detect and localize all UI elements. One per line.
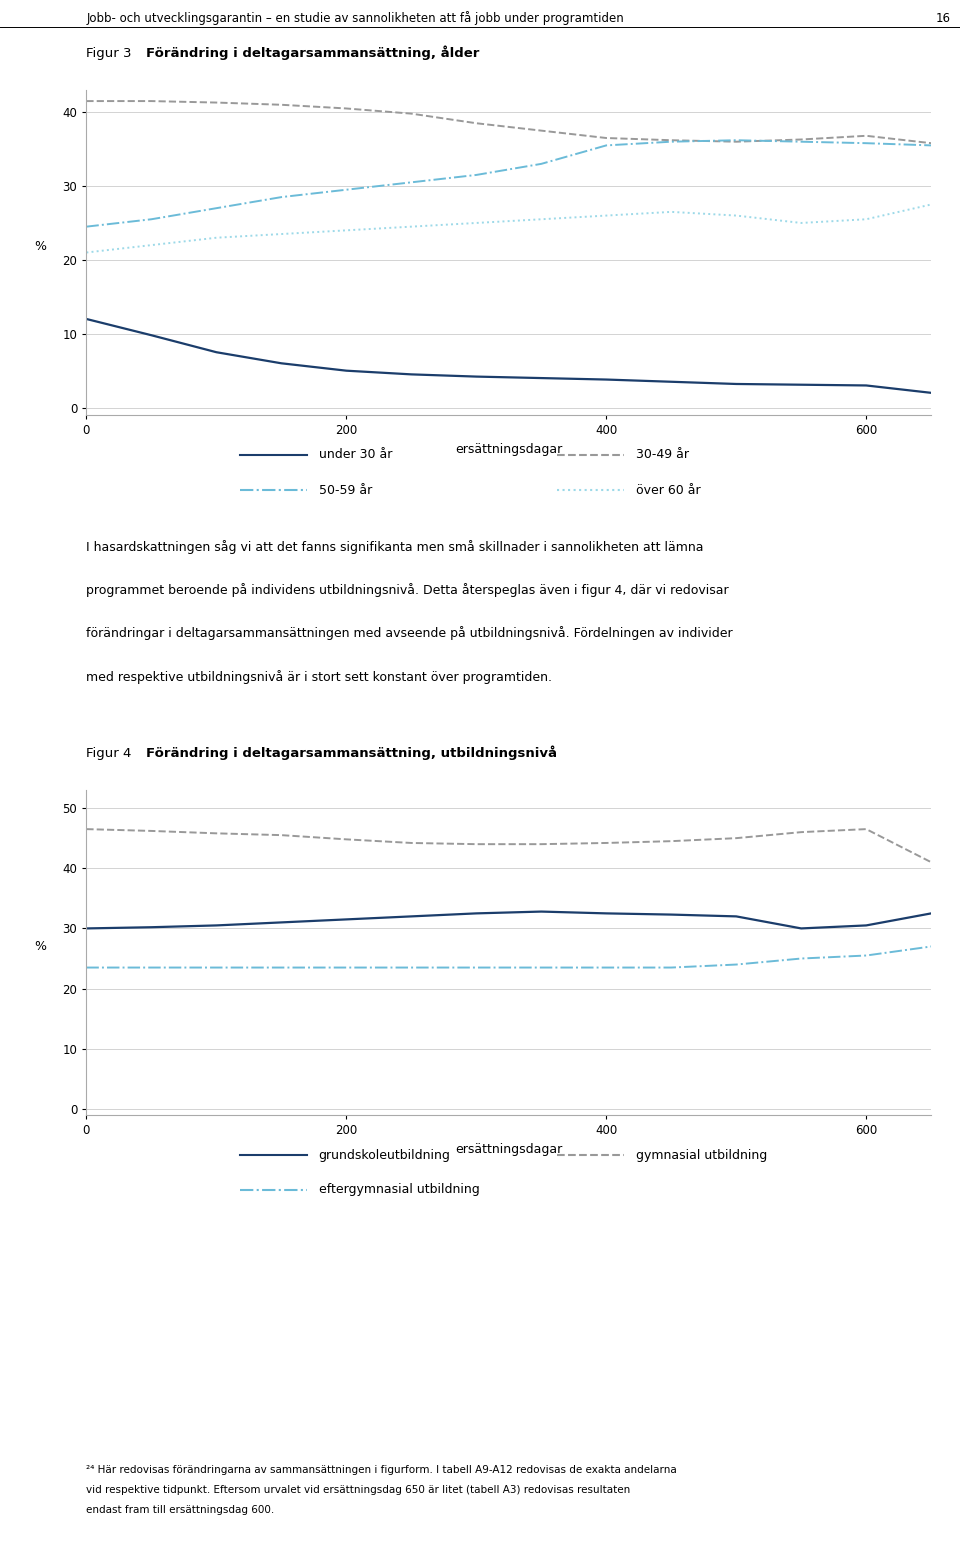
Text: grundskoleutbildning: grundskoleutbildning [319, 1148, 450, 1162]
Text: endast fram till ersättningsdag 600.: endast fram till ersättningsdag 600. [86, 1505, 275, 1516]
X-axis label: ersättningsdagar: ersättningsdagar [455, 1143, 563, 1156]
Text: Figur 4: Figur 4 [86, 746, 136, 760]
Text: 30-49 år: 30-49 år [636, 448, 688, 462]
Text: förändringar i deltagarsammansättningen med avseende på utbildningsnivå. Fördeln: förändringar i deltagarsammansättningen … [86, 627, 733, 641]
Text: gymnasial utbildning: gymnasial utbildning [636, 1148, 767, 1162]
Text: ²⁴ Här redovisas förändringarna av sammansättningen i figurform. I tabell A9-A12: ²⁴ Här redovisas förändringarna av samma… [86, 1465, 677, 1475]
Text: Förändring i deltagarsammansättning, ålder: Förändring i deltagarsammansättning, åld… [146, 45, 479, 60]
Text: Förändring i deltagarsammansättning, utbildningsnivå: Förändring i deltagarsammansättning, utb… [146, 745, 557, 760]
Text: I hasardskattningen såg vi att det fanns signifikanta men små skillnader i sanno: I hasardskattningen såg vi att det fanns… [86, 541, 704, 555]
Text: vid respektive tidpunkt. Eftersom urvalet vid ersättningsdag 650 är litet (tabel: vid respektive tidpunkt. Eftersom urvale… [86, 1485, 631, 1496]
Text: med respektive utbildningsnivå är i stort sett konstant över programtiden.: med respektive utbildningsnivå är i stor… [86, 671, 552, 684]
Text: över 60 år: över 60 år [636, 484, 700, 496]
Text: eftergymnasial utbildning: eftergymnasial utbildning [319, 1183, 479, 1196]
Text: 16: 16 [935, 11, 950, 25]
Text: Jobb- och utvecklingsgarantin – en studie av sannolikheten att få jobb under pro: Jobb- och utvecklingsgarantin – en studi… [86, 11, 624, 25]
Y-axis label: %: % [34, 939, 46, 953]
Text: Figur 3: Figur 3 [86, 46, 136, 60]
X-axis label: ersättningsdagar: ersättningsdagar [455, 442, 563, 456]
Y-axis label: %: % [34, 239, 46, 252]
Text: programmet beroende på individens utbildningsnivå. Detta återspeglas även i figu: programmet beroende på individens utbild… [86, 584, 729, 598]
Text: 50-59 år: 50-59 år [319, 484, 372, 496]
Text: under 30 år: under 30 år [319, 448, 392, 462]
